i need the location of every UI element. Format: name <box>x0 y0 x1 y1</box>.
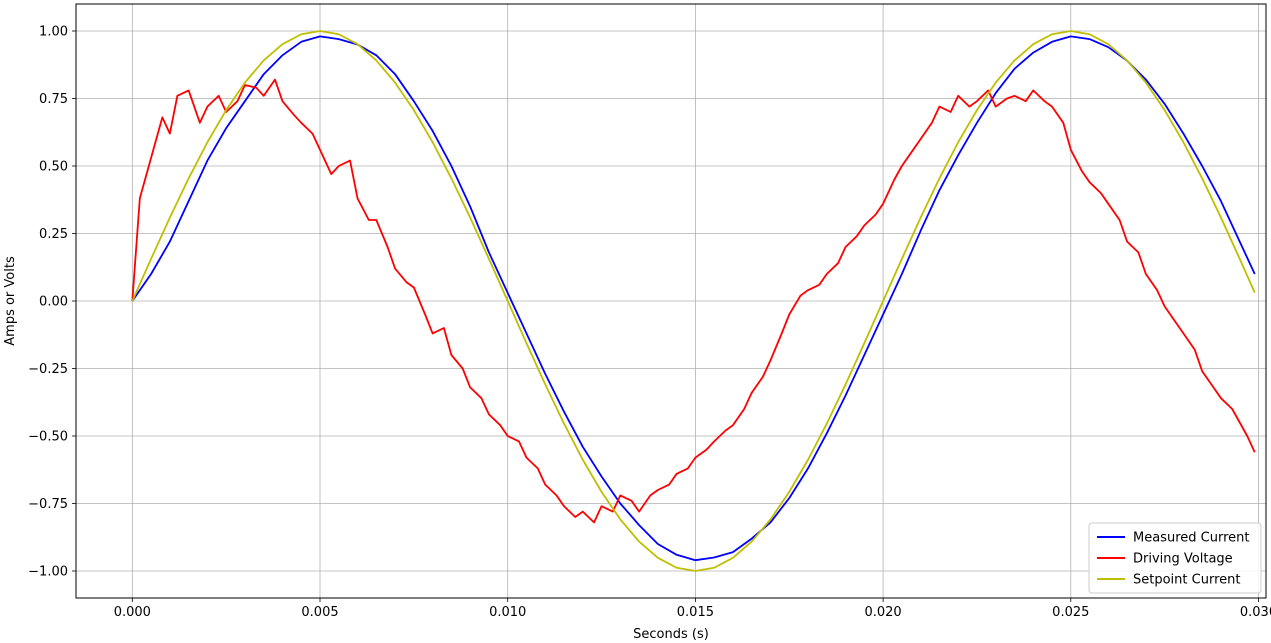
series-lines <box>131 30 1256 572</box>
legend-box <box>1088 522 1262 594</box>
grid <box>76 4 1266 598</box>
y-tick-label: −1.00 <box>28 565 68 580</box>
y-tick-label: 1.00 <box>39 25 68 40</box>
y-tick-label: 0.50 <box>39 160 68 175</box>
x-tick-label: 0.010 <box>489 605 526 620</box>
x-tick-label: 0.000 <box>114 605 151 620</box>
y-axis-ticks: 1.00 0.75 0.50 0.25 0.00 −0.25 −0.50 −0.75 −1.00 <box>28 25 76 580</box>
x-tick-label: 0.030 <box>1240 605 1271 620</box>
y-tick-label: 0.00 <box>39 295 68 310</box>
y-tick-label: −0.75 <box>28 497 68 512</box>
x-axis-label: Seconds (s) <box>633 627 709 642</box>
legend-entry-label: Measured Current <box>1133 531 1249 546</box>
y-tick-label: −0.50 <box>28 430 68 445</box>
series-line-driving-voltage <box>131 78 1256 524</box>
y-tick-label: −0.25 <box>28 362 68 377</box>
legend: Measured Current Driving Voltage Setpoint … <box>1088 522 1262 594</box>
legend-entry-label: Driving Voltage <box>1133 552 1233 567</box>
y-tick-label: 0.25 <box>39 227 68 242</box>
x-tick-label: 0.020 <box>864 605 901 620</box>
x-tick-label: 0.015 <box>677 605 714 620</box>
x-tick-label: 0.025 <box>1052 605 1089 620</box>
series-line-setpoint-current <box>131 30 1256 572</box>
x-axis-ticks: 0.000 0.005 0.010 0.015 0.020 0.025 0.030 <box>114 598 1271 620</box>
y-axis-label: Amps or Volts <box>3 256 18 346</box>
legend-entry-label: Setpoint Current <box>1133 573 1240 588</box>
series-line-measured-current <box>131 35 1256 562</box>
x-tick-label: 0.005 <box>301 605 338 620</box>
y-tick-label: 0.75 <box>39 92 68 107</box>
